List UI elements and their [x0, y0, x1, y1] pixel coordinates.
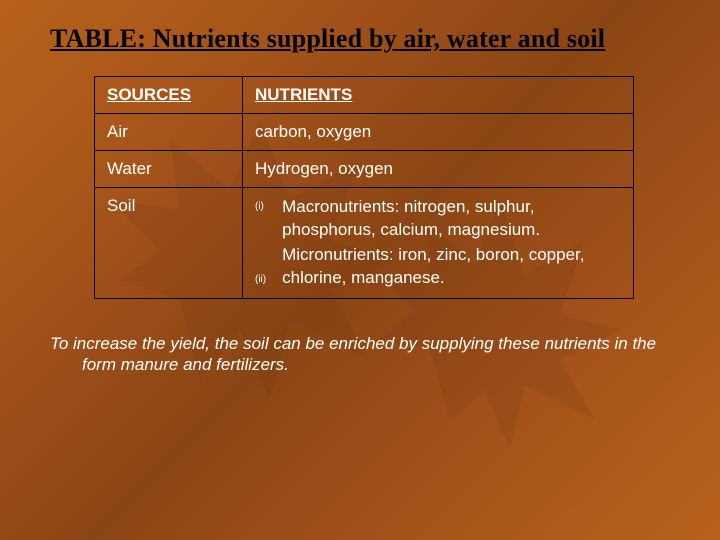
- list-texts: Macronutrients: nitrogen, sulphur, phosp…: [282, 196, 621, 290]
- footer-text: To increase the yield, the soil can be e…: [70, 333, 670, 376]
- cell-source-soil: Soil: [95, 188, 243, 299]
- cell-source-air: Air: [95, 114, 243, 151]
- table-header-row: SOURCES NUTRIENTS: [95, 77, 634, 114]
- cell-nutrient-air: carbon, oxygen: [243, 114, 634, 151]
- header-nutrients: NUTRIENTS: [243, 77, 634, 114]
- macronutrients-text: Macronutrients: nitrogen, sulphur, phosp…: [282, 196, 621, 242]
- table-row: Water Hydrogen, oxygen: [95, 151, 634, 188]
- table-row: Air carbon, oxygen: [95, 114, 634, 151]
- slide-content: TABLE: Nutrients supplied by air, water …: [0, 0, 720, 395]
- list-markers: (i) (ii): [255, 196, 266, 290]
- header-sources: SOURCES: [95, 77, 243, 114]
- nutrients-table: SOURCES NUTRIENTS Air carbon, oxygen Wat…: [94, 76, 634, 299]
- marker-ii: (ii): [255, 274, 266, 285]
- marker-i: (i): [255, 201, 266, 212]
- cell-nutrient-water: Hydrogen, oxygen: [243, 151, 634, 188]
- cell-nutrient-soil: (i) (ii) Macronutrients: nitrogen, sulph…: [243, 188, 634, 299]
- table-row: Soil (i) (ii) Macronutrients: nitrogen, …: [95, 188, 634, 299]
- slide-title: TABLE: Nutrients supplied by air, water …: [50, 24, 670, 54]
- micronutrients-text: Micronutrients: iron, zinc, boron, coppe…: [282, 244, 621, 290]
- cell-source-water: Water: [95, 151, 243, 188]
